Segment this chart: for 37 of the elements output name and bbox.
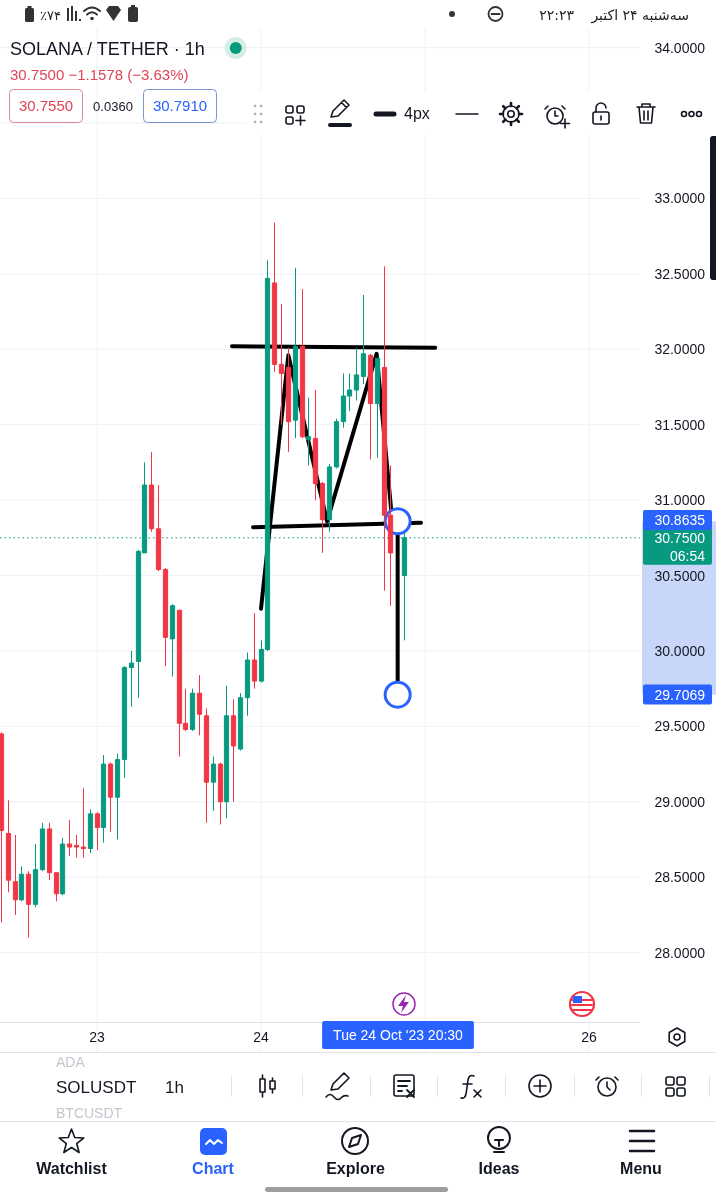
text: 30.7500 −1.1578 (−3.63%) xyxy=(10,66,189,83)
y-tick-label: 31.5000 xyxy=(654,416,706,433)
text: 29.7069 xyxy=(654,686,706,703)
y-tick-label: 30.0000 xyxy=(654,642,706,659)
text: Tue 24 Oct '23 20:30 xyxy=(333,1027,464,1043)
x-tick-label: 26 xyxy=(581,1029,597,1045)
y-tick-label: 33.0000 xyxy=(654,190,706,207)
y-tick-label: 29.5000 xyxy=(654,718,706,735)
x-tick-label: 24 xyxy=(253,1029,270,1045)
text: ٪۷۴ xyxy=(40,8,61,23)
annotation: 4px xyxy=(404,105,430,122)
y-tick-label: 28.0000 xyxy=(654,944,706,961)
annotation: 0.0360 xyxy=(93,99,133,114)
y-tick-label: 28.5000 xyxy=(654,869,706,886)
y-tick-label: 31.0000 xyxy=(654,492,706,509)
y-tick-label: 32.0000 xyxy=(654,341,706,358)
x-tick-label: 23 xyxy=(89,1029,106,1045)
y-tick-label: 30.5000 xyxy=(654,567,706,584)
text: SOLANA / TETHER · 1h xyxy=(10,39,205,59)
y-tick-label: 34.0000 xyxy=(654,39,706,56)
text: 30.8635 xyxy=(654,512,706,528)
y-tick-label: 32.5000 xyxy=(654,265,706,282)
text: Ideas xyxy=(478,1160,520,1177)
text: Menu xyxy=(620,1160,662,1177)
ref-line-label: 30.7500 06:54 xyxy=(654,529,706,564)
annotation: 30.7910 xyxy=(152,97,208,114)
text: ADA xyxy=(56,1054,86,1070)
text: Explore xyxy=(326,1160,385,1177)
y-tick-label: 29.0000 xyxy=(654,793,706,810)
annotation: 30.7550 xyxy=(18,97,74,114)
text: SOLUSDT xyxy=(56,1078,137,1097)
text: Chart xyxy=(192,1160,235,1177)
text: سه‌شنبه ۲۴ اکتبر xyxy=(590,7,689,24)
text: ۲۲:۲۳ xyxy=(539,7,575,23)
text: BTCUSDT xyxy=(56,1105,123,1121)
text: 1h xyxy=(165,1078,184,1097)
text: Watchlist xyxy=(36,1160,108,1177)
